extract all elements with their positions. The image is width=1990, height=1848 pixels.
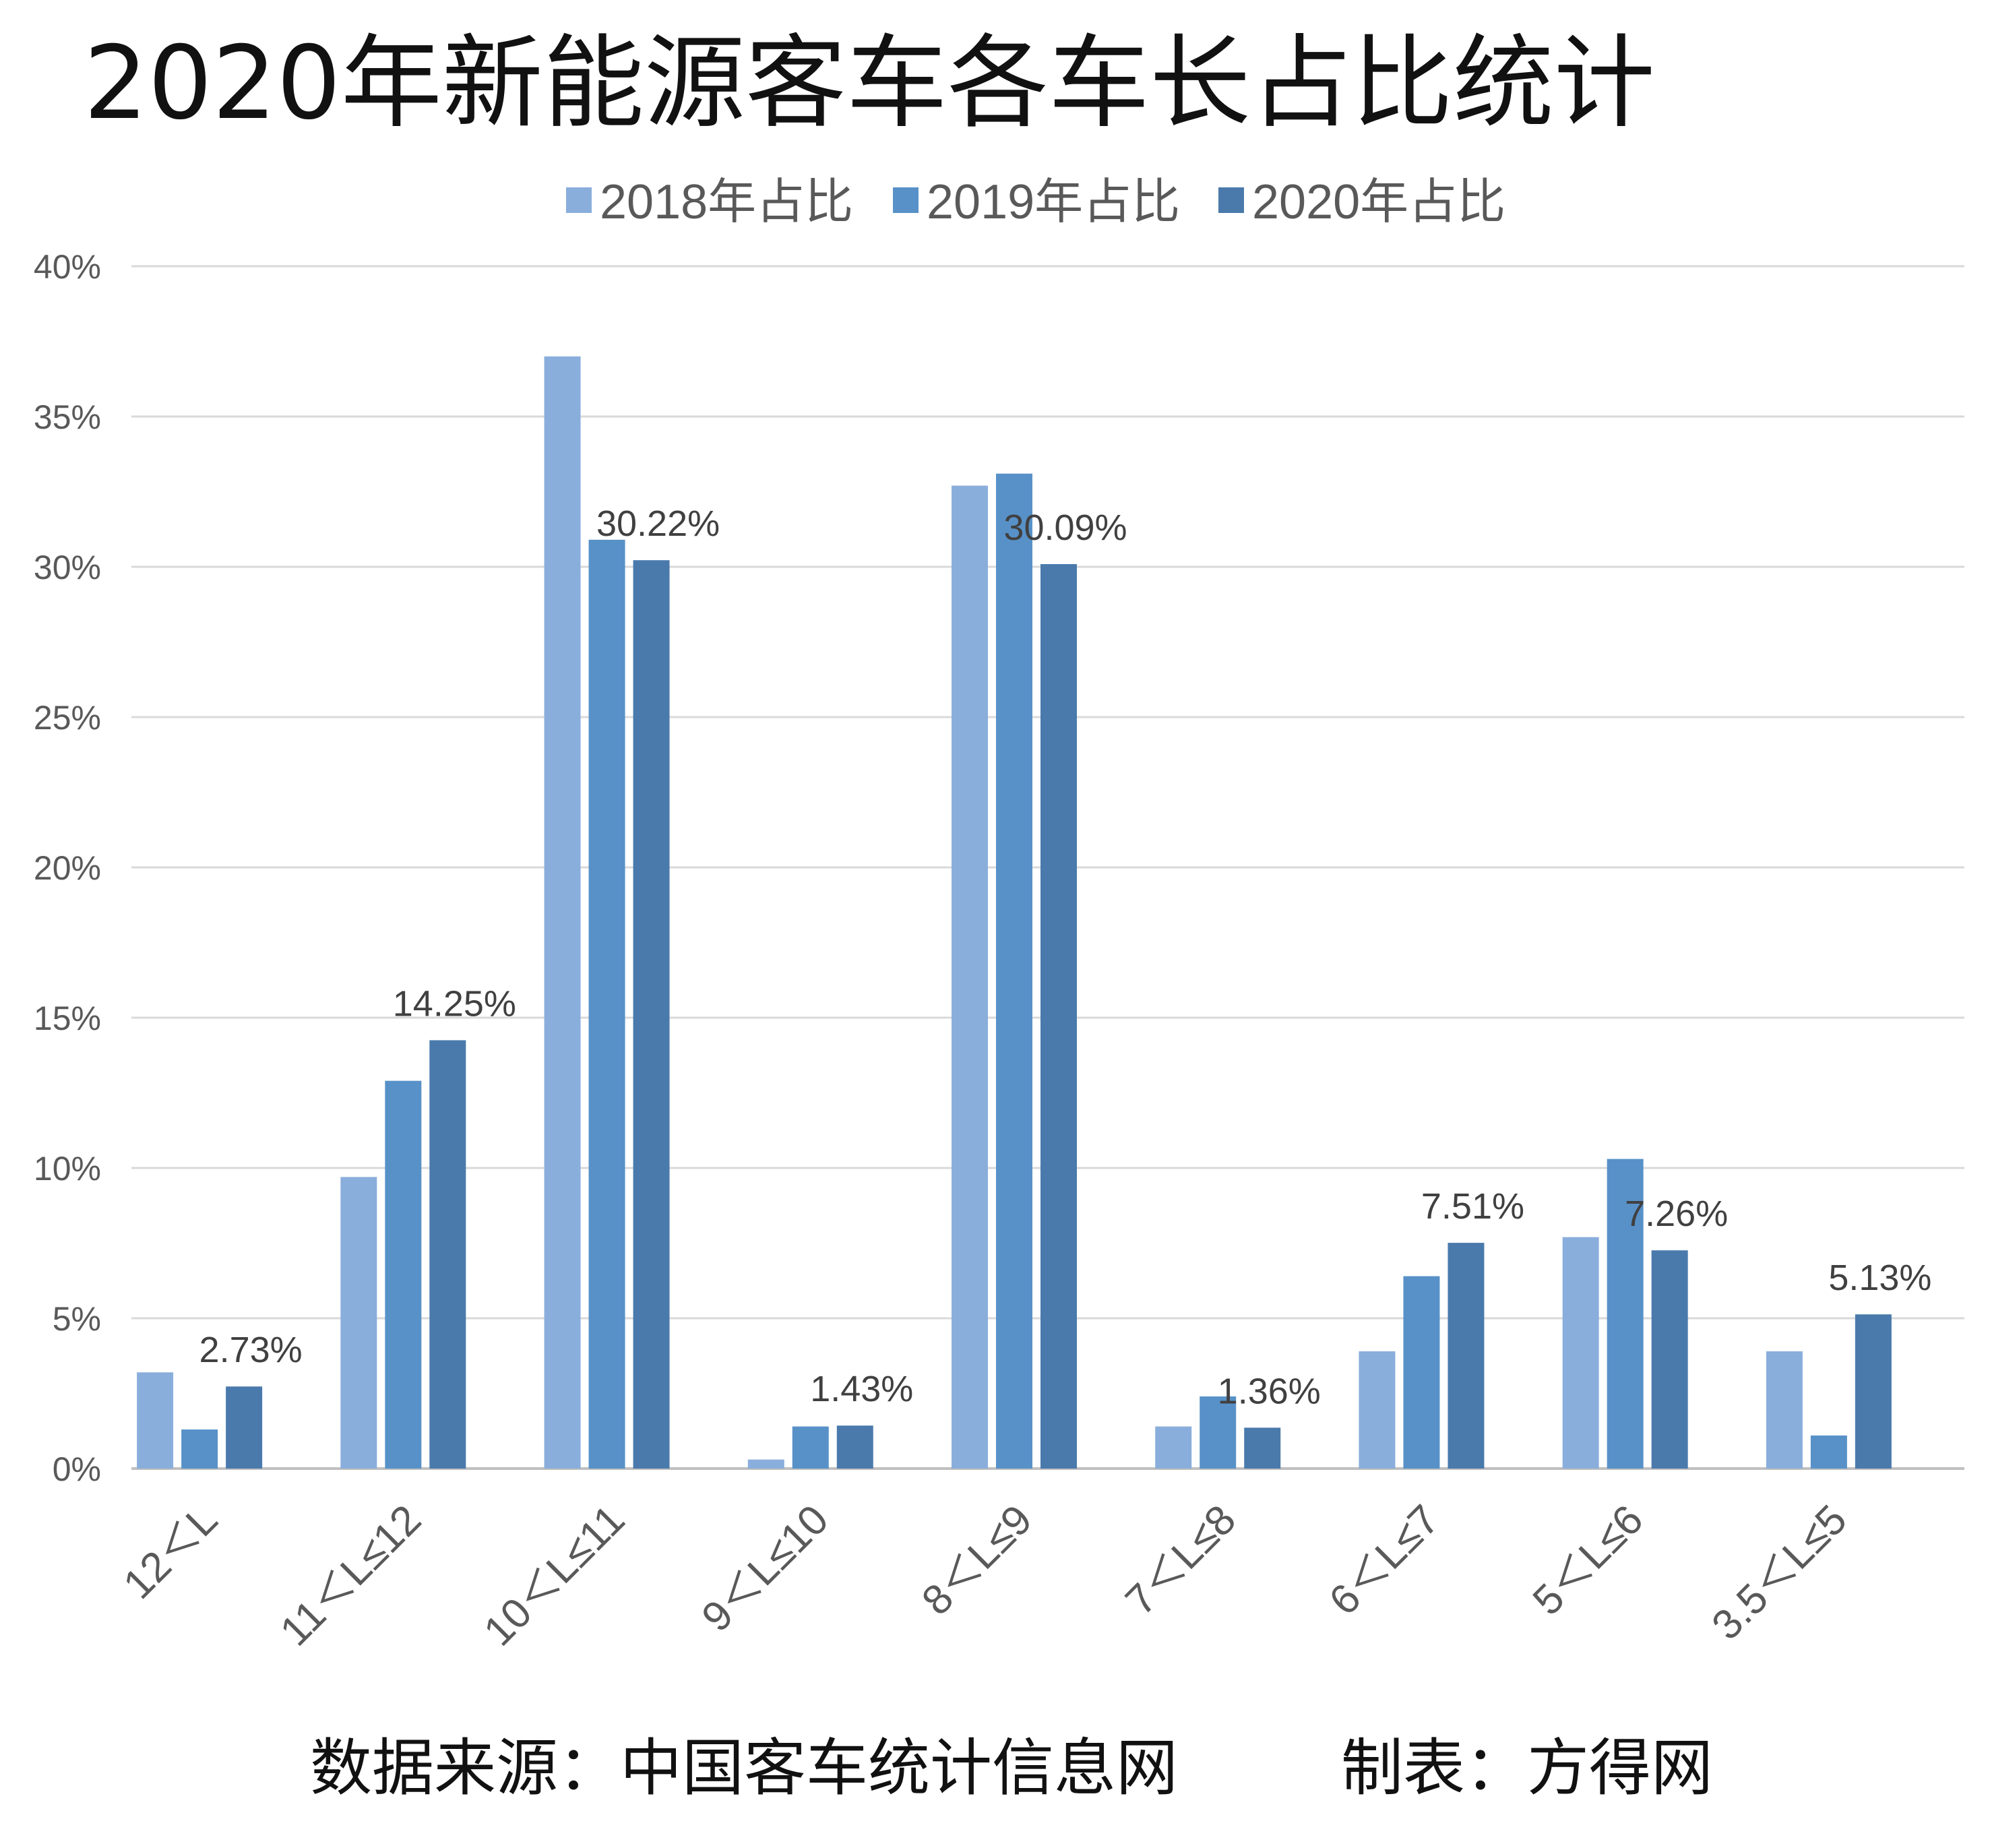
bar-2-4 bbox=[792, 1426, 829, 1469]
y-tick-label: 35% bbox=[34, 398, 101, 436]
data-labels: 2.73% 14.25% 30.22% 1.43% 30.09% 1.36% 7.51% 7.… bbox=[199, 503, 1932, 1411]
y-tick-label: 0% bbox=[53, 1450, 101, 1488]
data-label: 5.13% bbox=[1828, 1258, 1931, 1298]
bar-1-3 bbox=[544, 356, 581, 1469]
y-axis-ticks: 0% 5% 10% 15% 20% 25% 30% 35% 40% bbox=[34, 248, 101, 1488]
bar-1-8 bbox=[1562, 1237, 1599, 1469]
bar-3-6 bbox=[1244, 1427, 1281, 1469]
x-tick-label: 3.5＜L≤5 bbox=[1703, 1496, 1855, 1649]
legend-swatch-2 bbox=[893, 187, 919, 213]
data-label: 30.22% bbox=[596, 503, 720, 544]
bar-1-5 bbox=[952, 485, 988, 1469]
bar-3-4 bbox=[836, 1425, 873, 1469]
x-tick-label: 9＜L≤10 bbox=[693, 1496, 837, 1640]
legend-label-2: 2019年占比 bbox=[927, 175, 1180, 229]
bar-2-8 bbox=[1607, 1159, 1644, 1469]
bar-2-7 bbox=[1403, 1276, 1440, 1469]
y-tick-label: 30% bbox=[34, 549, 101, 586]
data-label: 14.25% bbox=[393, 983, 516, 1024]
bar-3-5 bbox=[1040, 563, 1077, 1469]
bar-1-1 bbox=[137, 1372, 174, 1469]
legend-label-3: 2020年占比 bbox=[1252, 175, 1505, 229]
y-tick-label: 25% bbox=[34, 699, 101, 737]
bar-3-3 bbox=[633, 560, 670, 1469]
y-tick-label: 40% bbox=[34, 248, 101, 286]
bar-1-6 bbox=[1155, 1426, 1192, 1469]
data-label: 30.09% bbox=[1003, 507, 1127, 548]
legend-swatch-1 bbox=[566, 187, 592, 213]
y-tick-label: 20% bbox=[34, 849, 101, 887]
bar-1-9 bbox=[1766, 1351, 1803, 1469]
y-tick-label: 15% bbox=[34, 999, 101, 1037]
bar-2-6 bbox=[1200, 1396, 1237, 1469]
x-tick-label: 7＜L≤8 bbox=[1117, 1496, 1245, 1624]
bar-2-1 bbox=[181, 1429, 218, 1469]
bar-3-7 bbox=[1448, 1243, 1485, 1469]
bar-1-4 bbox=[747, 1459, 784, 1469]
chart-title: 2020年新能源客车各车长占比统计 bbox=[84, 25, 1655, 142]
bar-2-3 bbox=[588, 539, 625, 1469]
data-label: 2.73% bbox=[199, 1330, 303, 1370]
data-label: 1.36% bbox=[1218, 1371, 1321, 1411]
x-tick-label: 6＜L≤7 bbox=[1320, 1496, 1448, 1624]
legend-swatch-3 bbox=[1218, 187, 1244, 213]
bar-2-5 bbox=[996, 473, 1032, 1469]
data-source: 数据来源：中国客车统计信息网 bbox=[310, 1732, 1178, 1804]
bar-1-7 bbox=[1359, 1351, 1396, 1469]
chart-maker: 制表：方得网 bbox=[1341, 1732, 1713, 1804]
x-axis-ticks: 12＜L 11＜L≤12 10＜L≤11 9＜L≤10 8＜L≤9 7＜L≤8 6＜L≤7 5… bbox=[115, 1496, 1856, 1655]
bar-3-2 bbox=[429, 1040, 466, 1469]
y-tick-label: 10% bbox=[34, 1150, 101, 1188]
x-tick-label: 5＜L≤6 bbox=[1524, 1496, 1652, 1624]
data-label: 7.51% bbox=[1421, 1186, 1524, 1227]
x-tick-label: 8＜L≤9 bbox=[913, 1496, 1041, 1624]
bar-1-2 bbox=[340, 1177, 377, 1469]
bar-2-9 bbox=[1810, 1435, 1847, 1469]
y-tick-label: 5% bbox=[53, 1300, 101, 1338]
data-label: 1.43% bbox=[810, 1369, 913, 1409]
bars bbox=[137, 356, 1892, 1469]
legend-label-1: 2018年占比 bbox=[600, 175, 853, 229]
bar-2-2 bbox=[385, 1080, 422, 1469]
x-tick-label: 12＜L bbox=[115, 1496, 226, 1608]
bar-3-1 bbox=[226, 1386, 263, 1469]
bar-3-9 bbox=[1855, 1314, 1892, 1469]
legend: 2018年占比 2019年占比 2020年占比 bbox=[566, 175, 1505, 229]
x-tick-label: 10＜L≤11 bbox=[475, 1496, 633, 1655]
data-label: 7.26% bbox=[1625, 1194, 1728, 1234]
bar-3-8 bbox=[1651, 1250, 1688, 1469]
x-tick-label: 11＜L≤12 bbox=[272, 1496, 430, 1655]
